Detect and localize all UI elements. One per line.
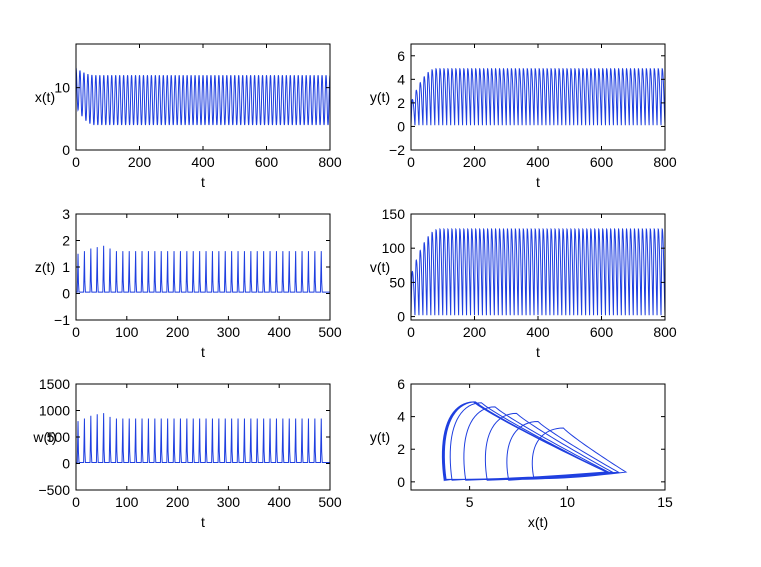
y-tick-label: 0 — [62, 456, 70, 472]
x-tick-label: 0 — [407, 154, 415, 170]
x-tick-label: 300 — [217, 494, 241, 510]
subplot-4: 0 200 400 600 800 0 50 100 150 t v(t) — [370, 206, 677, 360]
series-line — [441, 401, 628, 482]
x-axis-label: t — [201, 514, 205, 530]
y-tick-label: 4 — [397, 409, 405, 425]
y-tick-label: 3 — [62, 206, 70, 222]
x-tick-label: 5 — [466, 494, 474, 510]
y-tick-label: 500 — [47, 429, 71, 445]
x-tick-label: 200 — [128, 154, 152, 170]
x-tick-label: 100 — [115, 494, 139, 510]
y-axis-label: y(t) — [370, 429, 390, 445]
y-tick-label: 0 — [397, 309, 405, 325]
y-tick-label: −1 — [54, 312, 70, 328]
y-tick-label: 2 — [397, 441, 405, 457]
x-tick-label: 200 — [166, 494, 190, 510]
y-tick-label: 1000 — [39, 403, 70, 419]
x-tick-label: 400 — [268, 494, 292, 510]
x-tick-label: 0 — [72, 154, 80, 170]
y-axis-label: w(t) — [32, 429, 56, 445]
x-tick-label: 0 — [72, 324, 80, 340]
subplot-1: 0 200 400 600 800 0 10 t x(t) — [35, 43, 342, 190]
y-tick-label: 6 — [397, 48, 405, 64]
axes-frame — [75, 213, 331, 321]
x-tick-label: 800 — [653, 154, 677, 170]
y-tick-label: 2 — [62, 233, 70, 249]
y-tick-label: 0 — [62, 142, 70, 158]
y-axis-label: v(t) — [370, 259, 390, 275]
x-axis-label: t — [201, 344, 205, 360]
y-tick-label: 0 — [397, 474, 405, 490]
axes-frame — [75, 43, 331, 151]
x-tick-label: 200 — [463, 324, 487, 340]
x-tick-label: 600 — [590, 324, 614, 340]
y-tick-label: 6 — [397, 376, 405, 392]
x-tick-label: 0 — [72, 494, 80, 510]
y-tick-label: 50 — [389, 274, 405, 290]
x-tick-label: 400 — [268, 324, 292, 340]
y-tick-label: 2 — [397, 95, 405, 111]
y-axis-label: x(t) — [35, 89, 55, 105]
x-axis-label: t — [536, 174, 540, 190]
subplot-6: 5 10 15 0 2 4 6 x(t) y(t) — [370, 376, 673, 530]
y-tick-label: 4 — [397, 71, 405, 87]
x-tick-label: 500 — [318, 324, 342, 340]
x-tick-label: 400 — [526, 324, 550, 340]
y-tick-label: 1 — [62, 259, 70, 275]
series-line — [411, 67, 665, 126]
y-tick-label: −2 — [389, 142, 405, 158]
series-line — [411, 227, 665, 316]
x-axis-label: t — [201, 174, 205, 190]
y-tick-label: 100 — [382, 240, 406, 256]
axes-frame — [410, 383, 666, 491]
x-tick-label: 600 — [255, 154, 279, 170]
x-tick-label: 400 — [191, 154, 215, 170]
y-axis-label: y(t) — [370, 89, 390, 105]
x-tick-label: 200 — [166, 324, 190, 340]
x-tick-label: 200 — [463, 154, 487, 170]
x-tick-label: 10 — [560, 494, 576, 510]
series-line — [76, 245, 330, 293]
x-axis-label: t — [536, 344, 540, 360]
x-tick-label: 15 — [657, 494, 673, 510]
x-axis-label: x(t) — [528, 514, 548, 530]
y-axis-label: z(t) — [35, 259, 55, 275]
axes-frame — [75, 383, 331, 491]
x-tick-label: 400 — [526, 154, 550, 170]
x-tick-label: 300 — [217, 324, 241, 340]
y-tick-label: −500 — [38, 482, 70, 498]
y-tick-label: 0 — [62, 286, 70, 302]
y-tick-label: 150 — [382, 206, 406, 222]
x-tick-label: 600 — [590, 154, 614, 170]
y-tick-label: 1500 — [39, 376, 70, 392]
x-tick-label: 800 — [318, 154, 342, 170]
x-tick-label: 100 — [115, 324, 139, 340]
y-tick-label: 0 — [397, 118, 405, 134]
x-tick-label: 800 — [653, 324, 677, 340]
y-tick-label: 10 — [54, 80, 70, 96]
series-line — [76, 67, 330, 126]
x-tick-label: 0 — [407, 324, 415, 340]
x-tick-label: 500 — [318, 494, 342, 510]
series-line — [76, 413, 330, 463]
